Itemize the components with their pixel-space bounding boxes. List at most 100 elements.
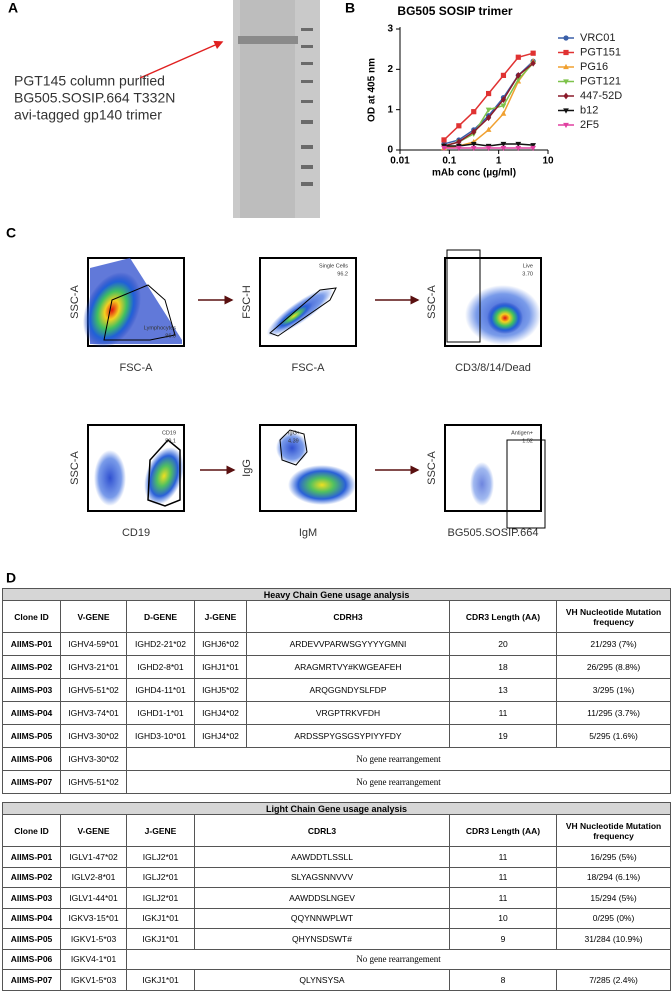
- y-axis-label: SSC-A: [69, 285, 81, 319]
- column-header: D-GENE: [126, 600, 195, 633]
- column-header: CDR3 Length (AA): [449, 814, 557, 847]
- table-row: AIIMS-P04 IGHV3-74*01 IGHD1-1*01 IGHJ4*02 VR…: [2, 701, 672, 725]
- gate-name: CD19: [162, 430, 176, 436]
- cell: IGHJ4*02: [194, 701, 247, 725]
- density: [275, 302, 313, 330]
- cell: AIIMS-P07: [2, 770, 61, 794]
- cell: 3/295 (1%): [555, 678, 672, 702]
- column-header: V-GENE: [60, 600, 127, 633]
- gate: [269, 287, 337, 337]
- flow-plot-1: [82, 257, 185, 348]
- cell: 15/294 (5%): [555, 887, 672, 909]
- legend-marker: [563, 122, 569, 129]
- cell: 11: [449, 846, 557, 868]
- cell: AIIMS-P05: [2, 928, 61, 950]
- cell: QHYNSDSWT#: [194, 928, 450, 950]
- data-point: [441, 137, 447, 143]
- density: [288, 465, 356, 505]
- data-point: [485, 90, 492, 97]
- cell: IGLV1-47*02: [60, 846, 127, 868]
- x-axis-label: mAb conc (µg/ml): [432, 168, 516, 179]
- y-tick-label: 2: [387, 64, 393, 75]
- x-axis-label: IgM: [299, 527, 317, 539]
- density: [276, 432, 308, 464]
- cell: 11: [449, 866, 557, 888]
- flow-plot-3: [444, 249, 542, 347]
- table-row: AIIMS-P01 IGHV4-59*01 IGHD2-21*02 IGHJ6*02 A…: [2, 632, 672, 656]
- y-axis-label: FSC-H: [241, 285, 253, 319]
- gate-name: Antigen+: [511, 430, 533, 436]
- data-point: [485, 126, 492, 132]
- gate-value: 96.2: [337, 271, 348, 277]
- gate: [279, 429, 308, 466]
- y-axis-label: SSC-A: [426, 285, 438, 319]
- gate-name: Live: [523, 263, 533, 269]
- column-header: Clone ID: [2, 600, 61, 633]
- legend-marker: [563, 63, 569, 70]
- density: [82, 272, 142, 348]
- cell: AIIMS-P02: [2, 655, 61, 679]
- density: [144, 447, 184, 505]
- x-axis-label: FSC-A: [120, 362, 154, 374]
- cell: IGKJ1*01: [126, 928, 195, 950]
- data-point: [456, 123, 462, 129]
- flow-plot-5: [259, 424, 357, 512]
- data-point: [530, 50, 536, 56]
- x-axis-label: FSC-A: [292, 362, 326, 374]
- gate-value: 59.1: [165, 438, 176, 444]
- cell: 10: [449, 907, 557, 929]
- table-row: AIIMS-P04 IGKV3-15*01 IGKJ1*01 QQYNNWPLWT 10…: [2, 907, 672, 929]
- figure: A PGT145 column purified BG505.SOSIP.664…: [6, 0, 622, 586]
- data-point: [515, 145, 522, 152]
- column-header: VH Nucleotide Mutation frequency: [555, 600, 672, 633]
- cell: IGKV1-5*03: [60, 928, 127, 950]
- cell: ARDEVVPARWSGYYYYGMNI: [246, 632, 450, 656]
- cell: IGLV1-44*01: [60, 887, 127, 909]
- x-tick-label: 0.1: [442, 156, 456, 167]
- cell: 31/284 (10.9%): [555, 928, 672, 950]
- gate: [446, 249, 481, 343]
- cell: IGHV3-30*02: [60, 724, 127, 748]
- x-tick-label: 0.01: [390, 156, 410, 167]
- data-point: [530, 143, 537, 149]
- cell: AIIMS-P05: [2, 724, 61, 748]
- table: Heavy Chain Gene usage analysis Clone ID V…: [1, 588, 672, 794]
- cell: ARDSSPYGSGSYPIYYFDY: [246, 724, 450, 748]
- data-point: [485, 145, 492, 152]
- ladder: [301, 28, 313, 186]
- gate-name: IgG+: [288, 430, 300, 436]
- title-row: Light Chain Gene usage analysis: [1, 802, 672, 815]
- plot-frame: [444, 424, 542, 512]
- annotation: avi-tagged gp140 trimer: [14, 107, 162, 123]
- x-tick-label: 10: [542, 156, 554, 167]
- cell: AIIMS-P06: [2, 747, 61, 771]
- title-row: Heavy Chain Gene usage analysis: [1, 588, 672, 601]
- cell: IGHV5-51*02: [60, 678, 127, 702]
- data-point: [485, 107, 492, 113]
- cell: 5/295 (1.6%): [555, 724, 672, 748]
- data-point: [456, 145, 462, 152]
- data-point: [470, 141, 477, 148]
- legend-label: 447-52D: [580, 90, 622, 102]
- panel-label: D: [6, 570, 16, 585]
- table: Light Chain Gene usage analysis Clone ID V…: [1, 802, 672, 991]
- y-axis-label: OD at 405 nm: [367, 58, 378, 122]
- gate-name: Single Cells: [319, 263, 348, 269]
- data-point: [515, 141, 522, 148]
- data-point: [515, 54, 521, 60]
- column-header: VH Nucleotide Mutation frequency: [555, 814, 672, 847]
- data-point: [471, 128, 477, 136]
- cell: 20: [449, 632, 557, 656]
- data-point: [500, 145, 507, 152]
- cell: 11/295 (3.7%): [555, 701, 672, 725]
- gate-name: Lymphocytes: [144, 325, 176, 331]
- cell: AAWDDSLNGEV: [194, 887, 450, 909]
- cell: 16/295 (5%): [555, 846, 672, 868]
- gate-value: 86.0: [165, 333, 176, 339]
- column-header: Clone ID: [2, 814, 61, 847]
- gate-value: 3.70: [522, 271, 533, 277]
- cell: IGKJ1*01: [126, 907, 195, 929]
- table-title: Light Chain Gene usage analysis: [1, 802, 672, 815]
- cell: IGHD1-1*01: [126, 701, 195, 725]
